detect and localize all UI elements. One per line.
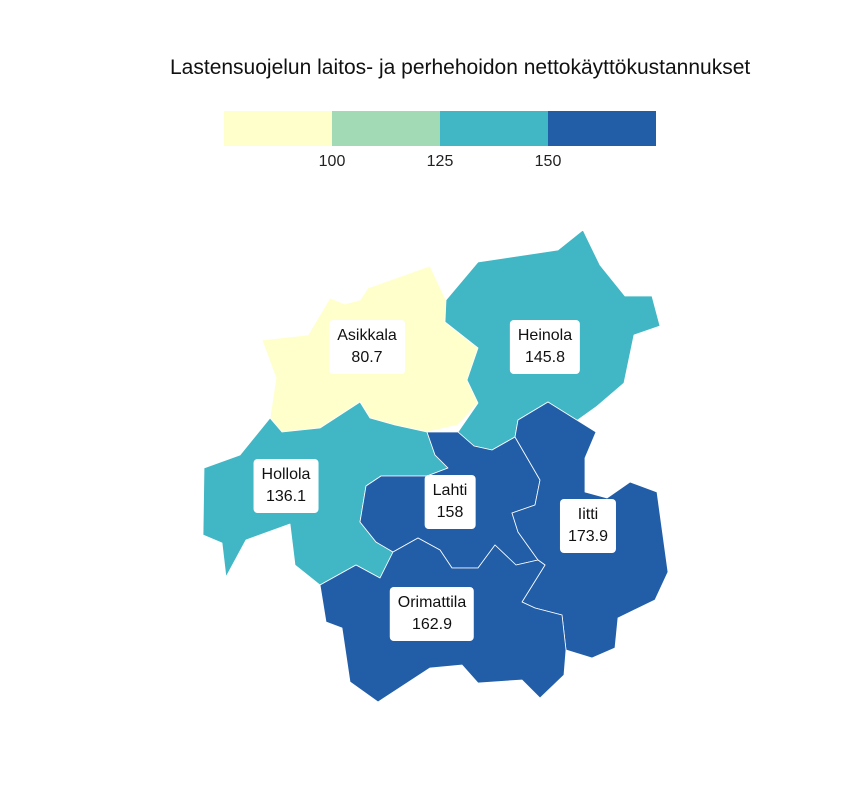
legend-ticks: 100 125 150	[0, 153, 864, 177]
map-title: Lastensuojelun laitos- ja perhehoidon ne…	[170, 56, 751, 79]
label-heinola-value: 145.8	[524, 349, 566, 366]
legend-tick-100: 100	[318, 153, 346, 170]
color-legend	[224, 111, 656, 146]
label-orimattila-name: Orimattila	[397, 594, 467, 611]
label-asikkala-value: 80.7	[351, 349, 383, 366]
legend-swatch-4	[548, 111, 656, 146]
label-iitti-name: Iitti	[577, 506, 599, 523]
legend-swatch-2	[332, 111, 440, 146]
legend-swatch-1	[224, 111, 332, 146]
legend-tick-150: 150	[534, 153, 562, 170]
legend-tick-125: 125	[426, 153, 454, 170]
label-hollola-value: 136.1	[265, 488, 307, 505]
label-asikkala: Asikkala 80.7	[329, 320, 405, 374]
legend-swatch-3	[440, 111, 548, 146]
label-lahti-name: Lahti	[432, 482, 468, 499]
label-lahti: Lahti 158	[424, 475, 476, 529]
label-lahti-value: 158	[436, 504, 464, 521]
label-iitti: Iitti 173.9	[559, 499, 617, 553]
label-hollola: Hollola 136.1	[253, 459, 319, 513]
label-hollola-name: Hollola	[261, 466, 311, 483]
label-heinola-name: Heinola	[517, 327, 573, 344]
label-orimattila: Orimattila 162.9	[389, 587, 475, 641]
label-asikkala-name: Asikkala	[337, 327, 397, 344]
label-orimattila-value: 162.9	[411, 616, 453, 633]
label-heinola: Heinola 145.8	[509, 320, 581, 374]
label-iitti-value: 173.9	[567, 528, 609, 545]
